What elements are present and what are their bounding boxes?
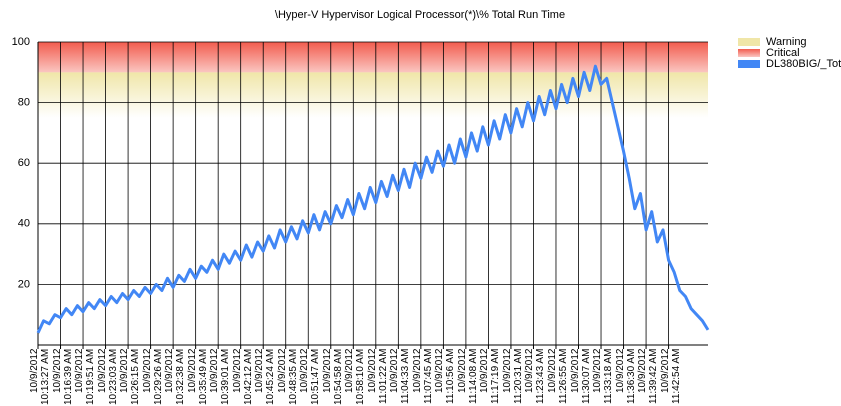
x-tick-label: 10/9/2012 11:33:18 AM [592, 349, 615, 405]
legend-label: DL380BIG/_Total [766, 58, 841, 70]
x-tick-label: 10/9/2012 10:51:47 AM [299, 349, 322, 406]
x-tick-label: 10/9/2012 11:26:55 AM [546, 349, 569, 405]
data-line [36, 64, 710, 334]
threshold-band [38, 42, 708, 73]
x-tick-label: 10/9/2012 10:23:03 AM [96, 349, 119, 406]
x-tick-label: 10/9/2012 10:58:10 AM [344, 349, 367, 406]
x-tick-label: 10/9/2012 11:36:30 AM [614, 349, 637, 405]
y-tick-label: 100 [12, 36, 30, 48]
x-tick-label: 10/9/2012 10:54:58 AM [321, 349, 344, 406]
x-tick-label: 10/9/2012 11:39:42 AM [637, 349, 660, 405]
x-tick-label: 10/9/2012 10:39:01 AM [209, 349, 232, 406]
x-tick-label: 10/9/2012 10:42:12 AM [231, 349, 254, 406]
y-tick-label: 60 [18, 157, 30, 169]
x-tick-label: 10/9/2012 11:04:33 AM [389, 349, 412, 405]
x-tick-label: 10/9/2012 10:26:15 AM [119, 349, 142, 406]
x-tick-label: 10/9/2012 11:42:54 AM [659, 349, 682, 405]
x-tick-label: 10/9/2012 11:14:08 AM [456, 349, 479, 405]
legend-label: Critical [766, 47, 800, 59]
threshold-band [38, 72, 708, 118]
x-tick-label: 10/9/2012 10:13:27 AM [29, 349, 51, 406]
x-tick-label: 10/9/2012 10:16:39 AM [51, 349, 74, 406]
x-tick-label: 10/9/2012 11:17:19 AM [479, 349, 502, 405]
x-tick-label: 10/9/2012 10:48:35 AM [276, 349, 299, 406]
x-tick-label: 10/9/2012 10:19:51 AM [74, 349, 97, 406]
legend-swatch [738, 60, 760, 68]
legend-swatch [738, 38, 760, 46]
x-tick-label: 10/9/2012 11:10:56 AM [434, 349, 457, 405]
x-tick-label: 10/9/2012 10:45:24 AM [254, 349, 277, 406]
x-tick-label: 10/9/2012 10:32:38 AM [164, 349, 187, 406]
x-tick-label: 10/9/2012 10:29:26 AM [141, 349, 164, 406]
x-tick-label: 10/9/2012 10:35:49 AM [186, 349, 209, 406]
chart-title: \Hyper-V Hypervisor Logical Processor(*)… [275, 9, 565, 21]
y-tick-label: 80 [18, 97, 30, 109]
y-tick-label: 40 [18, 218, 30, 230]
legend-swatch [738, 49, 760, 57]
y-tick-label: 20 [18, 278, 30, 290]
x-tick-label: 10/9/2012 11:23:43 AM [524, 349, 547, 405]
x-tick-label: 10/9/2012 11:30:07 AM [569, 349, 592, 405]
x-tick-label: 10/9/2012 11:07:45 AM [411, 349, 434, 405]
x-tick-label: 10/9/2012 11:01:22 AM [366, 349, 389, 405]
legend-label: Warning [766, 36, 807, 48]
x-tick-label: 10/9/2012 11:20:31 AM [501, 349, 524, 405]
